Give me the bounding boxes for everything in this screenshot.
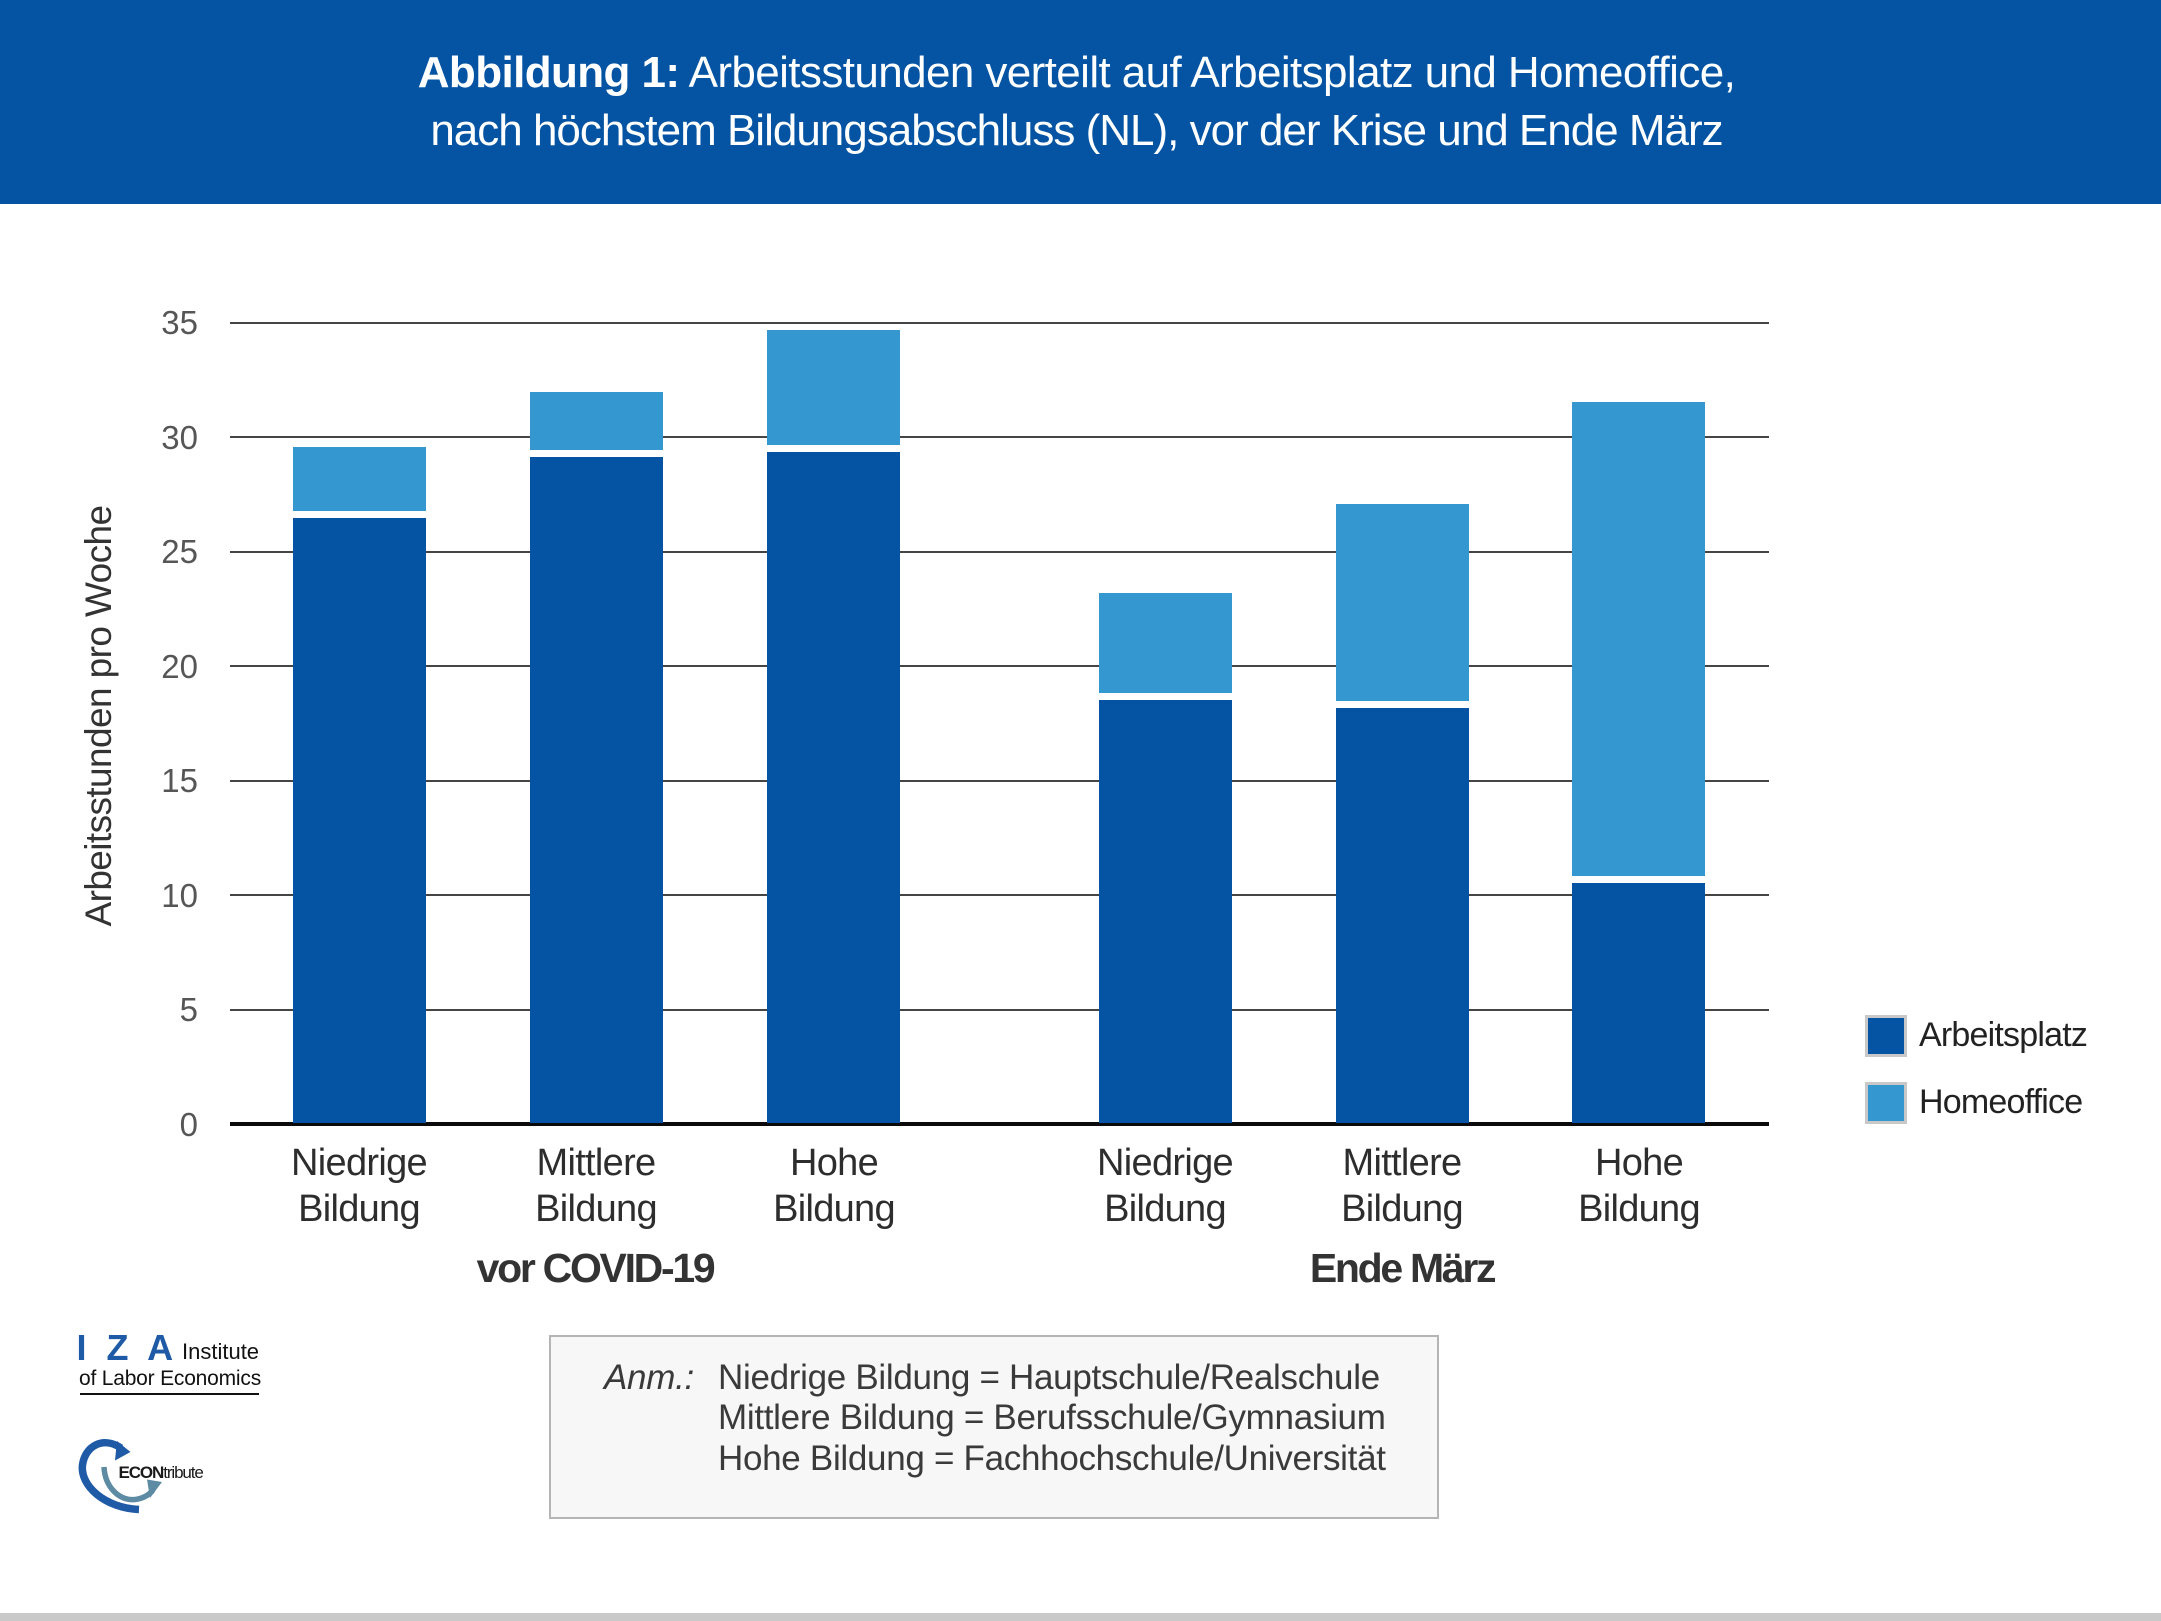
svg-text:ECONtribute: ECONtribute <box>119 1463 204 1482</box>
